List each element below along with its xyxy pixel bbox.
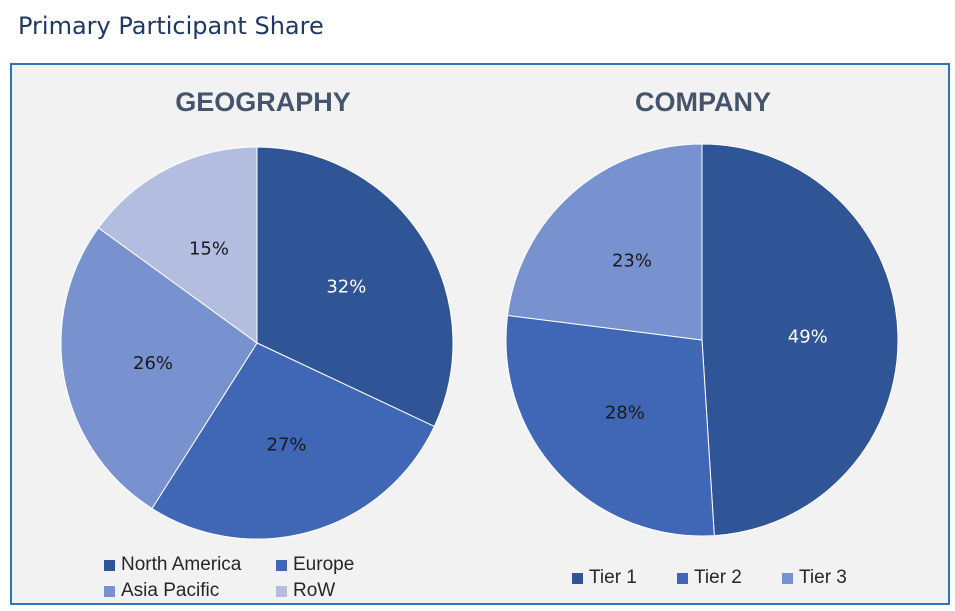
- legend-swatch: [276, 559, 287, 571]
- company-slice-tier-3: [506, 143, 703, 341]
- legend-item-north-america: North America: [104, 554, 241, 576]
- company-chart-title: COMPANY: [634, 87, 771, 117]
- geography-pie-chart: 32% 27% 26% 15%: [60, 146, 454, 540]
- geography-slice-row: [97, 146, 258, 344]
- legend-item-tier-2: Tier 2: [677, 567, 742, 589]
- geography-data-label: 27%: [267, 435, 307, 456]
- legend-label: Asia Pacific: [121, 580, 220, 601]
- legend-swatch: [572, 572, 583, 584]
- legend-swatch: [782, 572, 793, 584]
- legend-swatch: [104, 559, 115, 571]
- geography-data-label: 26%: [133, 353, 173, 374]
- chart-panel: GEOGRAPHY COMPANY 32% 27% 26% 15% 49% 28% 23%…: [10, 63, 950, 605]
- company-data-label: 28%: [605, 402, 645, 423]
- legend-label: Tier 3: [799, 567, 847, 588]
- legend-swatch: [104, 585, 115, 597]
- legend-label: RoW: [293, 580, 336, 601]
- company-slice-tier-2: [505, 314, 715, 537]
- company-pie-chart: 49% 28% 23%: [505, 143, 899, 537]
- legend-item-row: RoW: [276, 580, 335, 602]
- legend-label: North America: [121, 554, 242, 575]
- company-slice-tier-1: [701, 143, 899, 537]
- legend-swatch: [276, 585, 287, 597]
- page-title: Primary Participant Share: [18, 12, 324, 40]
- geography-slice-europe: [151, 342, 436, 540]
- legend-item-tier-1: Tier 1: [572, 567, 637, 589]
- legend-item-europe: Europe: [276, 554, 354, 576]
- geography-slice-north-america: [256, 146, 454, 428]
- legend-item-tier-3: Tier 3: [782, 567, 847, 589]
- geography-data-label: 15%: [189, 239, 229, 260]
- legend-item-asia-pacific: Asia Pacific: [104, 580, 219, 602]
- legend-label: Tier 1: [589, 567, 637, 588]
- company-data-label: 23%: [612, 251, 652, 272]
- geography-slice-asia-pacific: [60, 227, 258, 510]
- geography-data-label: 32%: [326, 276, 366, 297]
- company-data-label: 49%: [788, 327, 828, 348]
- geography-chart-title: GEOGRAPHY: [175, 87, 351, 117]
- legend-label: Tier 2: [694, 567, 742, 588]
- legend-swatch: [677, 572, 688, 584]
- legend-label: Europe: [293, 554, 355, 575]
